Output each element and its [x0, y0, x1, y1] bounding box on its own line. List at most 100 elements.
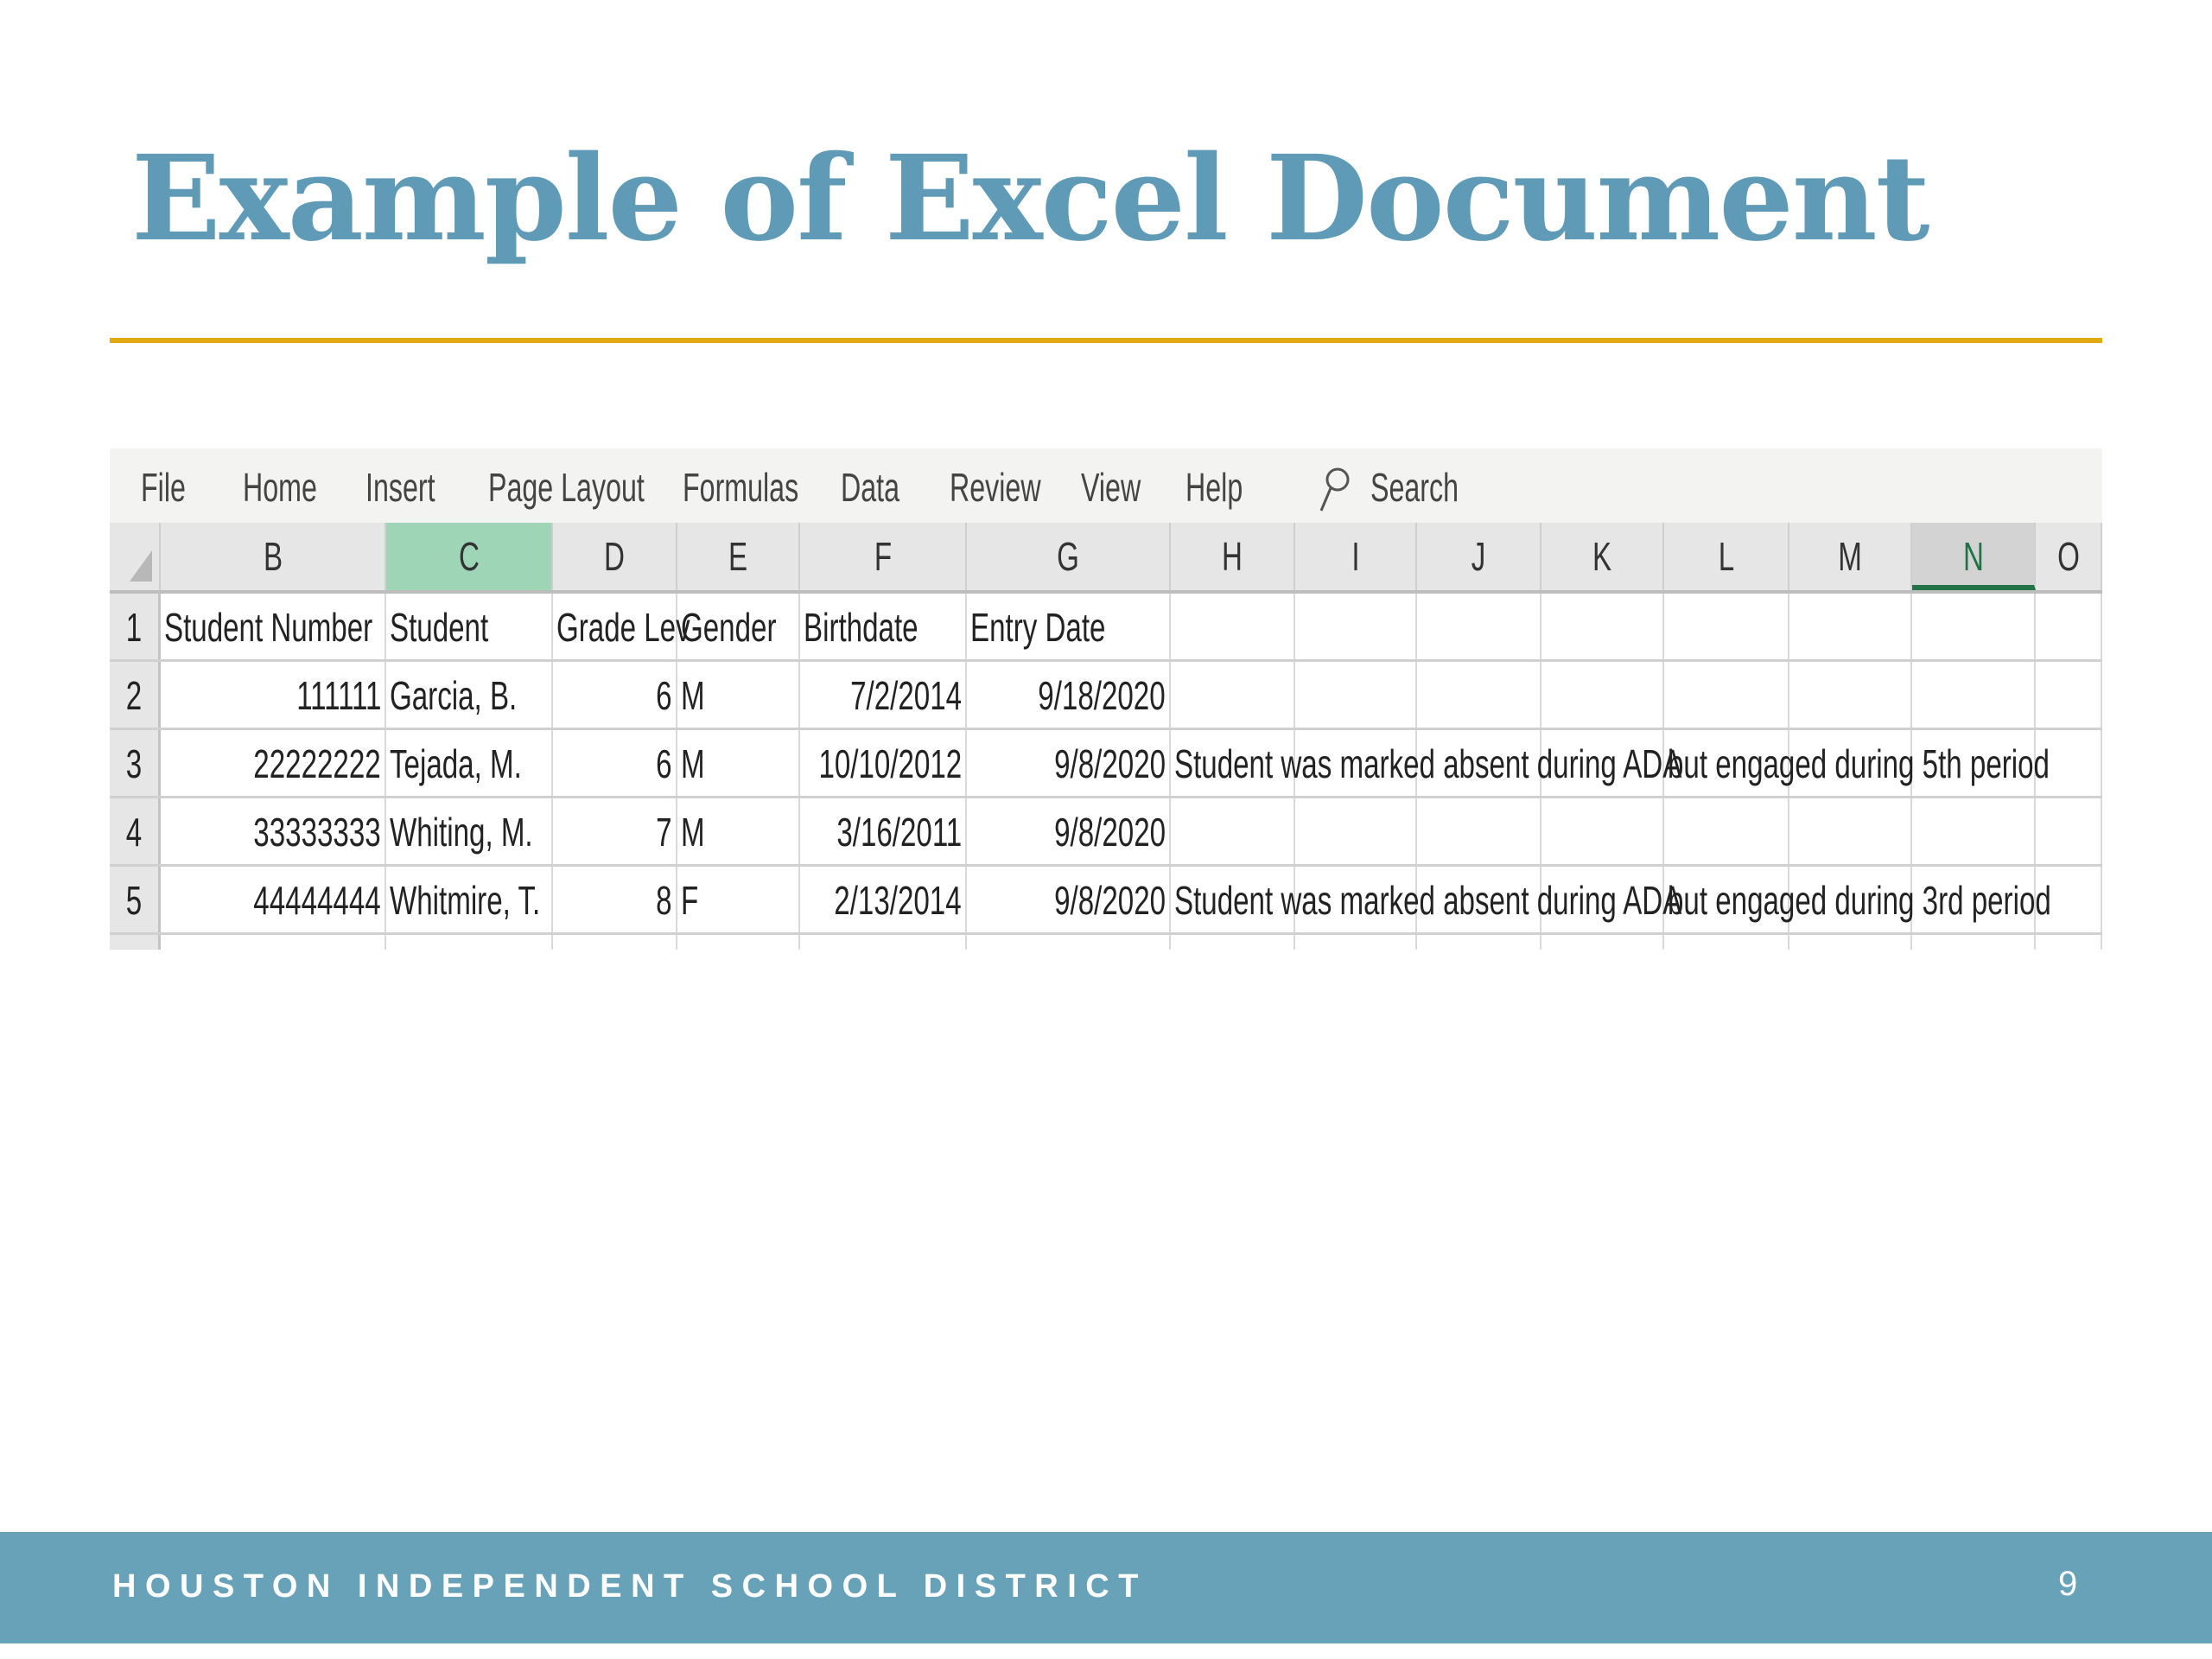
- cell-e1[interactable]: Gender: [677, 594, 800, 659]
- cell-m5[interactable]: [1789, 867, 1912, 932]
- cell-g4[interactable]: 9/8/2020: [967, 798, 1171, 864]
- cell-h2[interactable]: [1171, 662, 1295, 728]
- cell-c2[interactable]: Garcia, B.: [386, 662, 553, 728]
- cell-j2[interactable]: [1417, 662, 1541, 728]
- cell-c3[interactable]: Tejada, M.: [386, 730, 553, 796]
- cell-f5[interactable]: 2/13/2014: [800, 867, 967, 932]
- cell-l1[interactable]: [1664, 594, 1789, 659]
- cell-i2[interactable]: [1295, 662, 1417, 728]
- cell-d1[interactable]: Grade Lev: [553, 594, 690, 659]
- cell-m3[interactable]: [1789, 730, 1912, 796]
- column-header-i[interactable]: I: [1295, 523, 1417, 590]
- column-header-e[interactable]: E: [677, 523, 800, 590]
- column-header-l[interactable]: L: [1664, 523, 1789, 590]
- cell-i1[interactable]: [1295, 594, 1417, 659]
- cell-b5[interactable]: 44444444: [161, 867, 386, 932]
- cell-g2[interactable]: 9/18/2020: [967, 662, 1171, 728]
- cell-m4[interactable]: [1789, 798, 1912, 864]
- column-header-o[interactable]: O: [2036, 523, 2102, 590]
- cell-m2[interactable]: [1789, 662, 1912, 728]
- cell-o1[interactable]: [2036, 594, 2102, 659]
- cell-e5[interactable]: F: [677, 867, 800, 932]
- column-header-f[interactable]: F: [800, 523, 967, 590]
- cell-k3[interactable]: [1541, 730, 1664, 796]
- menu-formulas[interactable]: Formulas: [683, 465, 799, 510]
- row-header[interactable]: 5: [110, 867, 161, 932]
- cell-n1[interactable]: [1912, 594, 2036, 659]
- cell-d2[interactable]: 6: [553, 662, 677, 728]
- cell-o4[interactable]: [2036, 798, 2102, 864]
- cell-g1[interactable]: Entry Date: [967, 594, 1171, 659]
- menu-help[interactable]: Help: [1185, 465, 1243, 510]
- cell-j1[interactable]: [1417, 594, 1541, 659]
- cell-l5[interactable]: but engaged during 3rd period: [1664, 867, 2051, 932]
- search-box[interactable]: Search: [1370, 465, 1459, 510]
- select-all-corner[interactable]: [110, 523, 161, 590]
- cell-b1[interactable]: Student Number: [161, 594, 386, 659]
- menu-view[interactable]: View: [1081, 465, 1141, 510]
- cell-k1[interactable]: [1541, 594, 1664, 659]
- cell-f4[interactable]: 3/16/2011: [800, 798, 967, 864]
- cell-l2[interactable]: [1664, 662, 1789, 728]
- cell-j3[interactable]: [1417, 730, 1541, 796]
- cell-b4[interactable]: 33333333: [161, 798, 386, 864]
- cell-f1[interactable]: Birthdate: [800, 594, 967, 659]
- search-icon[interactable]: [1317, 466, 1351, 514]
- cell-f2[interactable]: 7/2/2014: [800, 662, 967, 728]
- cell-h3[interactable]: Student was marked absent during ADA: [1171, 730, 1681, 796]
- cell-d5[interactable]: 8: [553, 867, 677, 932]
- cell-h5[interactable]: Student was marked absent during ADA: [1171, 867, 1681, 932]
- row-header[interactable]: 2: [110, 662, 161, 728]
- cell-c4[interactable]: Whiting, M.: [386, 798, 553, 864]
- column-header-b[interactable]: B: [161, 523, 386, 590]
- cell-k5[interactable]: [1541, 867, 1664, 932]
- column-header-k[interactable]: K: [1541, 523, 1664, 590]
- cell-j5[interactable]: [1417, 867, 1541, 932]
- column-header-h[interactable]: H: [1171, 523, 1295, 590]
- cell-m1[interactable]: [1789, 594, 1912, 659]
- column-header-d[interactable]: D: [553, 523, 677, 590]
- cell-i4[interactable]: [1295, 798, 1417, 864]
- column-header-c[interactable]: C: [386, 523, 553, 590]
- cell-n4[interactable]: [1912, 798, 2036, 864]
- row-header[interactable]: 4: [110, 798, 161, 864]
- cell-h1[interactable]: [1171, 594, 1295, 659]
- cell-b3[interactable]: 22222222: [161, 730, 386, 796]
- cell-n5[interactable]: [1912, 867, 2036, 932]
- menu-data[interactable]: Data: [841, 465, 900, 510]
- menu-page-layout[interactable]: Page Layout: [488, 465, 645, 510]
- cell-b2[interactable]: 111111: [161, 662, 386, 728]
- cell-l3[interactable]: but engaged during 5th period: [1664, 730, 2050, 796]
- cell-e2[interactable]: M: [677, 662, 800, 728]
- cell-i3[interactable]: [1295, 730, 1417, 796]
- menu-insert[interactable]: Insert: [365, 465, 435, 510]
- menu-home[interactable]: Home: [243, 465, 317, 510]
- cell-n3[interactable]: [1912, 730, 2036, 796]
- column-header-g[interactable]: G: [967, 523, 1171, 590]
- cell-i5[interactable]: [1295, 867, 1417, 932]
- cell-l4[interactable]: [1664, 798, 1789, 864]
- cell-o2[interactable]: [2036, 662, 2102, 728]
- cell-j4[interactable]: [1417, 798, 1541, 864]
- cell-o5[interactable]: [2036, 867, 2102, 932]
- column-header-m[interactable]: M: [1789, 523, 1912, 590]
- cell-d3[interactable]: 6: [553, 730, 677, 796]
- cell-e3[interactable]: M: [677, 730, 800, 796]
- cell-c1[interactable]: Student: [386, 594, 553, 659]
- cell-e4[interactable]: M: [677, 798, 800, 864]
- cell-g5[interactable]: 9/8/2020: [967, 867, 1171, 932]
- menu-file[interactable]: File: [141, 465, 186, 510]
- cell-c5[interactable]: Whitmire, T.: [386, 867, 553, 932]
- cell-k2[interactable]: [1541, 662, 1664, 728]
- column-header-j[interactable]: J: [1417, 523, 1541, 590]
- row-header[interactable]: 1: [110, 594, 161, 659]
- cell-o3[interactable]: [2036, 730, 2102, 796]
- cell-f3[interactable]: 10/10/2012: [800, 730, 967, 796]
- cell-d4[interactable]: 7: [553, 798, 677, 864]
- cell-h4[interactable]: [1171, 798, 1295, 864]
- cell-g3[interactable]: 9/8/2020: [967, 730, 1171, 796]
- menu-review[interactable]: Review: [950, 465, 1041, 510]
- cell-k4[interactable]: [1541, 798, 1664, 864]
- row-header[interactable]: 3: [110, 730, 161, 796]
- column-header-n[interactable]: N: [1912, 523, 2036, 590]
